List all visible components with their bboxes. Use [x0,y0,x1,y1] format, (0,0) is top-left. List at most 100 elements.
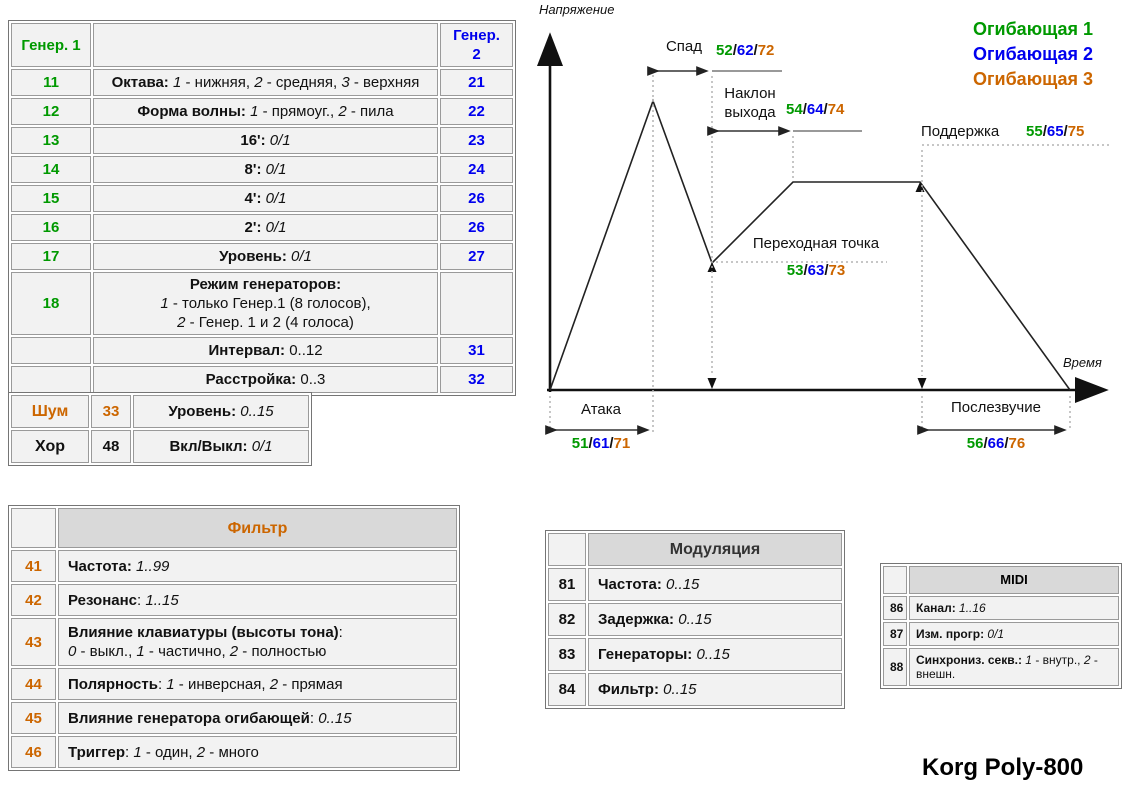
legend-envelope-1: Огибающая 1 [973,19,1093,39]
legend-envelope-2: Огибающая 2 [973,44,1093,64]
generators-header-row: Генер. 1 Генер. 2 [11,23,513,67]
param-description: Канал: 1..16 [909,596,1119,620]
midi-header-spacer [883,566,907,594]
generators-table-row: 12 Форма волны: 1 - прямоуг., 2 - пила 22 [11,98,513,125]
param-description: Синхрониз. секв.: 1 - внутр., 2 - внешн. [909,648,1119,686]
modulation-table-row: 81 Частота: 0..15 [548,568,842,601]
param-number: 33 [91,395,131,428]
filter-table-row: 43 Влияние клавиатуры (высоты тона): 0 - в… [11,618,457,666]
param-description: Вкл/Выкл: 0/1 [133,430,309,463]
gen2-param-number: 22 [440,98,513,125]
sustain-params: 55/65/75 [1026,123,1085,140]
param-description: Задержка: 0..15 [588,603,842,636]
param-number: 43 [11,618,56,666]
attack-label: Атака [581,401,621,418]
modulation-table: Модуляция 81 Частота: 0..15 82 Задержка: 0.… [545,530,845,709]
gen1-param-number: 17 [11,243,91,270]
midi-table-body: MIDI 86 Канал: 1..16 87 Изм. прогр: 0/1 88 Си… [883,566,1119,686]
voltage-axis-label: Напряжение [539,2,615,17]
breakpoint-axis-arrowhead [707,378,717,389]
generators-table-row: Интервал: 0..12 31 [11,337,513,364]
param-description: Резонанс: 1..15 [58,584,457,616]
param-description: 8': 0/1 [93,156,438,183]
gen1-header: Генер. 1 [11,23,91,67]
param-number: 46 [11,736,56,768]
param-description: Влияние генератора огибающей: 0..15 [58,702,457,734]
generators-table-row: Расстройка: 0..3 32 [11,366,513,393]
param-description: Генераторы: 0..15 [588,638,842,671]
param-description: Уровень: 0..15 [133,395,309,428]
gen1-param-number: 15 [11,185,91,212]
gen2-param-number: 32 [440,366,513,393]
modulation-table-row: 84 Фильтр: 0..15 [548,673,842,706]
modulation-table-row: 82 Задержка: 0..15 [548,603,842,636]
midi-table-row: 86 Канал: 1..16 [883,596,1119,620]
param-description: 16': 0/1 [93,127,438,154]
param-number: 88 [883,648,907,686]
param-number: 48 [91,430,131,463]
filter-table-row: 46 Триггер: 1 - один, 2 - много [11,736,457,768]
filter-table: Фильтр 41 Частота: 1..99 42 Резонанс: 1..15… [8,505,460,771]
param-number: 45 [11,702,56,734]
filter-title: Фильтр [58,508,457,548]
generators-table-row: 15 4': 0/1 26 [11,185,513,212]
param-number: 81 [548,568,586,601]
param-number: 87 [883,622,907,646]
release-slope-params: 54/64/74 [786,101,845,118]
page-title: Korg Poly-800 [922,754,1084,781]
release-slope-label-line1: Наклон [724,85,776,102]
gen2-param-number: 21 [440,69,513,96]
section-name: Хор [11,430,89,463]
param-number: 86 [883,596,907,620]
gen1-param-number: 18 [11,272,91,335]
modulation-header-spacer [548,533,586,566]
param-number: 42 [11,584,56,616]
param-description: 4': 0/1 [93,185,438,212]
param-description: Частота: 0..15 [588,568,842,601]
gen2-param-number: 23 [440,127,513,154]
param-description: Форма волны: 1 - прямоуг., 2 - пила [93,98,438,125]
generators-table-row: 13 16': 0/1 23 [11,127,513,154]
generators-table-row: 11 Октава: 1 - нижняя, 2 - средняя, 3 - в… [11,69,513,96]
param-description: Изм. прогр: 0/1 [909,622,1119,646]
attack-params: 51/61/71 [571,435,631,452]
param-number: 84 [548,673,586,706]
param-number: 44 [11,668,56,700]
gen2-param-number: 31 [440,337,513,364]
gen1-param-number: 16 [11,214,91,241]
release-label: Послезвучие [951,399,1041,416]
filter-table-body: Фильтр 41 Частота: 1..99 42 Резонанс: 1..15… [11,508,457,768]
decay-label: Спад [665,38,703,55]
param-description: Влияние клавиатуры (высоты тона): 0 - вык… [58,618,457,666]
generators-table-row: 17 Уровень: 0/1 27 [11,243,513,270]
release-slope-label-line2: выхода [724,104,776,121]
param-description: Интервал: 0..12 [93,337,438,364]
envelope-curve [549,98,1071,391]
gen2-param-number: 27 [440,243,513,270]
noise-table-row: Хор 48 Вкл/Выкл: 0/1 [11,430,309,463]
envelope-diagram-canvas [537,32,1110,435]
sustain-end-arrowhead [915,182,925,192]
param-description: Полярность: 1 - инверсная, 2 - прямая [58,668,457,700]
filter-header-row: Фильтр [11,508,457,548]
gen1-param-number [11,337,91,364]
gen2-header: Генер. 2 [440,23,513,67]
param-description: Расстройка: 0..3 [93,366,438,393]
release-slope-label: Наклон выхода [714,84,786,122]
decay-params: 52/62/72 [716,42,775,59]
section-name: Шум [11,395,89,428]
param-description: Частота: 1..99 [58,550,457,582]
legend-envelope-3: Огибающая 3 [973,69,1093,89]
gen1-param-number: 13 [11,127,91,154]
gen1-param-number: 11 [11,69,91,96]
measure-arrows [545,66,1067,435]
gen1-param-number: 12 [11,98,91,125]
breakpoint-params: 53/63/73 [786,262,846,279]
breakpoint-label: Переходная точка [752,235,880,252]
modulation-header-row: Модуляция [548,533,842,566]
param-number: 41 [11,550,56,582]
modulation-title: Модуляция [588,533,842,566]
generators-table-row: 14 8': 0/1 24 [11,156,513,183]
midi-table: MIDI 86 Канал: 1..16 87 Изм. прогр: 0/1 88 Си… [880,563,1122,689]
